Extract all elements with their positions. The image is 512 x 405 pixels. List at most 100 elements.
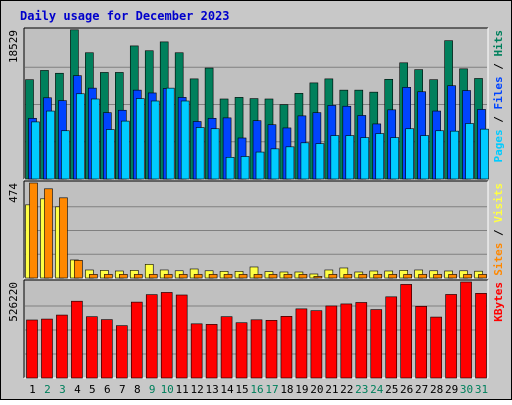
bar-kbytes-kbytes-day-2 — [41, 318, 53, 379]
x-tick-label-day-2: 2 — [44, 383, 51, 396]
bar-hits-pages-day-13 — [210, 128, 220, 180]
bar-visits-sites-day-25 — [388, 274, 398, 279]
bar-hits-pages-day-20 — [315, 143, 325, 180]
legend-entry: / — [492, 57, 505, 77]
bar-hits-pages-day-7 — [121, 120, 130, 180]
bar-kbytes-kbytes-day-25 — [385, 296, 398, 379]
panel-visits-max-label: 474 — [7, 183, 20, 203]
bar-hits-pages-day-21 — [330, 135, 340, 180]
panels-group: 18529 Pages / Files / Hits 474 Sites / Visi… — [7, 27, 505, 379]
bar-kbytes-kbytes-day-4 — [71, 300, 83, 379]
x-tick-label-day-29: 29 — [445, 383, 458, 396]
bar-visits-sites-day-24 — [373, 274, 383, 279]
bar-visits-sites-day-19 — [298, 274, 308, 279]
bar-kbytes-kbytes-day-28 — [430, 316, 442, 379]
bar-kbytes-kbytes-day-19 — [295, 308, 308, 379]
bar-hits-pages-day-23 — [360, 137, 370, 180]
bar-visits-sites-day-5 — [89, 274, 98, 279]
bar-visits-sites-day-26 — [403, 274, 412, 279]
bar-kbytes-kbytes-day-14 — [220, 316, 233, 379]
bar-kbytes-kbytes-day-12 — [190, 323, 203, 379]
bar-kbytes-kbytes-day-10 — [160, 292, 173, 379]
bar-kbytes-kbytes-day-8 — [130, 301, 143, 379]
bar-kbytes-kbytes-day-16 — [250, 319, 263, 379]
bar-hits-pages-day-22 — [345, 135, 355, 180]
bar-visits-sites-day-7 — [119, 274, 128, 279]
bar-hits-pages-day-30 — [465, 123, 474, 180]
x-tick-label-day-30: 30 — [460, 383, 473, 396]
bar-visits-sites-day-21 — [328, 274, 338, 279]
bar-hits-pages-day-29 — [450, 130, 459, 180]
x-tick-label-day-16: 16 — [250, 383, 263, 396]
bar-hits-pages-day-17 — [270, 148, 280, 180]
bar-hits-pages-day-10 — [165, 87, 175, 180]
x-tick-label-day-25: 25 — [385, 383, 398, 396]
bar-hits-pages-day-1 — [31, 121, 40, 180]
x-tick-label-day-7: 7 — [119, 383, 126, 396]
bar-visits-sites-day-30 — [463, 274, 472, 279]
bar-hits-pages-day-24 — [375, 133, 385, 180]
bar-hits-pages-day-2 — [46, 110, 55, 180]
bar-visits-sites-day-31 — [478, 274, 487, 279]
bar-hits-pages-day-11 — [180, 100, 190, 180]
panel-hits: 18529 Pages / Files / Hits — [7, 27, 505, 180]
bar-kbytes-kbytes-day-23 — [355, 302, 368, 379]
bar-visits-sites-day-27 — [418, 274, 427, 279]
bar-hits-pages-day-12 — [195, 127, 205, 180]
bar-kbytes-kbytes-day-26 — [400, 284, 412, 379]
bar-kbytes-kbytes-day-7 — [116, 325, 128, 379]
legend-entry: Visits — [492, 183, 505, 223]
bar-visits-sites-day-2 — [44, 188, 53, 279]
bar-kbytes-kbytes-day-1 — [26, 319, 38, 379]
bar-visits-sites-day-28 — [433, 274, 442, 279]
bar-hits-pages-day-16 — [255, 151, 265, 180]
x-tick-label-day-12: 12 — [191, 383, 204, 396]
bar-hits-pages-day-25 — [390, 137, 400, 180]
bar-visits-sites-day-11 — [178, 274, 188, 279]
bar-hits-pages-day-15 — [240, 156, 250, 180]
bar-hits-pages-day-8 — [135, 98, 145, 180]
bar-visits-sites-day-3 — [59, 197, 68, 279]
x-tick-label-day-31: 31 — [475, 383, 488, 396]
bar-kbytes-kbytes-day-29 — [445, 294, 457, 379]
bar-visits-sites-day-15 — [238, 274, 248, 279]
x-tick-label-day-1: 1 — [29, 383, 36, 396]
panel-kbytes: 526220 KBytes — [7, 279, 505, 379]
bar-kbytes-kbytes-day-5 — [86, 316, 98, 379]
panel-hits-max-label: 18529 — [7, 30, 20, 63]
x-tick-label-day-11: 11 — [176, 383, 189, 396]
x-tick-label-day-23: 23 — [355, 383, 368, 396]
bar-hits-pages-day-3 — [61, 130, 70, 180]
bar-kbytes-kbytes-day-27 — [415, 305, 427, 379]
x-axis-labels: 1 2 3 4 5 6 7 8 9 10 11 12 13 14 15 16 17 18 19 20 21 22 23 24 2… — [29, 383, 488, 396]
bar-hits-pages-day-6 — [106, 129, 115, 180]
x-tick-label-day-17: 17 — [265, 383, 278, 396]
bar-kbytes-kbytes-day-17 — [265, 320, 278, 379]
bar-visits-sites-day-6 — [104, 274, 113, 279]
legend-entry: KBytes — [492, 282, 505, 322]
x-tick-label-day-27: 27 — [415, 383, 428, 396]
x-tick-label-day-24: 24 — [370, 383, 384, 396]
legend-entry: / — [492, 110, 505, 130]
bar-kbytes-kbytes-day-11 — [175, 294, 188, 379]
bar-hits-pages-day-4 — [76, 93, 85, 180]
x-tick-label-day-20: 20 — [310, 383, 323, 396]
x-tick-label-day-22: 22 — [340, 383, 353, 396]
x-tick-label-day-9: 9 — [149, 383, 156, 396]
bar-visits-sites-day-18 — [283, 274, 293, 279]
bar-kbytes-kbytes-day-9 — [145, 294, 158, 379]
bar-kbytes-kbytes-day-30 — [460, 281, 472, 379]
bar-hits-pages-day-27 — [420, 135, 429, 180]
legend-entry: Hits — [492, 30, 505, 57]
x-tick-label-day-6: 6 — [104, 383, 111, 396]
bar-visits-sites-day-1 — [29, 182, 38, 279]
panel-kbytes-max-label: 526220 — [7, 282, 20, 322]
x-tick-label-day-18: 18 — [280, 383, 293, 396]
bar-kbytes-kbytes-day-18 — [280, 316, 293, 379]
bar-visits-sites-day-10 — [163, 274, 173, 279]
bar-hits-pages-day-5 — [91, 98, 100, 180]
panel-visits-background — [24, 181, 488, 278]
x-tick-label-day-10: 10 — [161, 383, 174, 396]
x-tick-label-day-26: 26 — [400, 383, 413, 396]
